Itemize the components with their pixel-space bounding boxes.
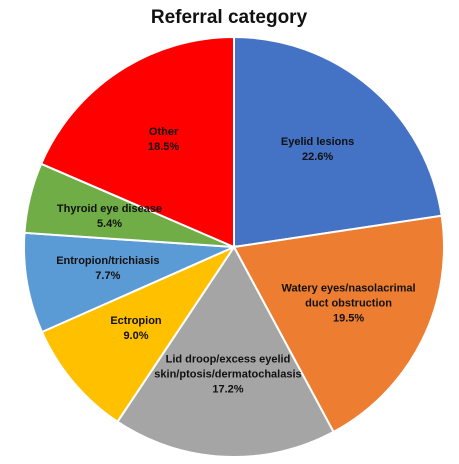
value-label: 7.7% xyxy=(95,270,121,283)
slice-label: Eyelid lesions 22.6% xyxy=(243,135,393,165)
pie-slice xyxy=(232,214,445,434)
value-label: 17.2% xyxy=(212,383,244,396)
pie-slice xyxy=(40,244,237,424)
category-label: Eyelid lesions xyxy=(280,136,355,149)
slice-label: Lid droop/excess eyelid skin/ptosis/derm… xyxy=(153,353,303,398)
chart-title: Referral category xyxy=(151,7,308,28)
category-label: Entropion/trichiasis xyxy=(56,255,160,268)
pie-slice xyxy=(39,35,235,249)
slice-label: Other 18.5% xyxy=(89,125,239,155)
category-label: Other xyxy=(148,126,179,139)
slice-label: Watery eyes/nasolacrimal duct obstructio… xyxy=(274,282,424,327)
value-label: 18.5% xyxy=(147,140,180,153)
pie-slice xyxy=(23,231,235,334)
pie-slice xyxy=(233,35,443,249)
slice-label: Thyroid eye disease 5.4% xyxy=(34,202,184,232)
value-label: 5.4% xyxy=(96,217,123,230)
value-label: 9.0% xyxy=(123,330,149,343)
category-label: Ectropion xyxy=(110,315,162,328)
slice-label: Entropion/trichiasis 7.7% xyxy=(33,254,183,284)
value-label: 22.6% xyxy=(301,150,334,163)
slice-label: Ectropion 9.0% xyxy=(61,315,211,345)
category-label: Watery eyes/nasolacrimal duct obstructio… xyxy=(281,283,416,310)
category-label: Lid droop/excess eyelid skin/ptosis/derm… xyxy=(154,353,302,381)
value-label: 19.5% xyxy=(332,312,365,325)
category-label: Thyroid eye disease xyxy=(56,203,163,216)
pie-slice xyxy=(116,245,335,458)
